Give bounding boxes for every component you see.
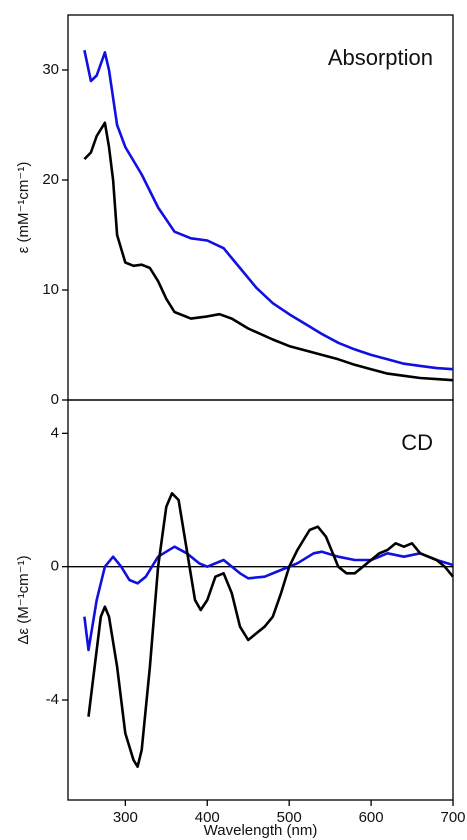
data-line [83, 545, 454, 652]
x-tick-label: 500 [277, 809, 302, 826]
y-tick-label: 0 [51, 391, 59, 408]
panel-title: CD [401, 430, 433, 455]
plot-frame [67, 399, 454, 801]
y-tick-label: -4 [46, 691, 59, 708]
data-line [87, 492, 455, 768]
y-tick-label: 0 [51, 558, 59, 575]
x-tick-label: 400 [195, 809, 220, 826]
x-axis-label: Wavelength (nm) [204, 822, 318, 839]
y-tick-label: 20 [42, 171, 59, 188]
x-tick-label: 600 [359, 809, 384, 826]
plot-frame [67, 14, 454, 401]
y-axis-label: Δε (M⁻¹cm⁻¹) [15, 555, 32, 644]
x-tick-label: 300 [113, 809, 138, 826]
x-tick-label: 700 [440, 809, 465, 826]
panel-title: Absorption [328, 45, 433, 70]
data-line [83, 121, 454, 382]
y-axis-label: ε (mM⁻¹cm⁻¹) [15, 162, 32, 254]
y-tick-label: 4 [51, 424, 59, 441]
y-tick-label: 10 [42, 281, 59, 298]
data-line [83, 49, 454, 371]
y-tick-label: 30 [42, 61, 59, 78]
